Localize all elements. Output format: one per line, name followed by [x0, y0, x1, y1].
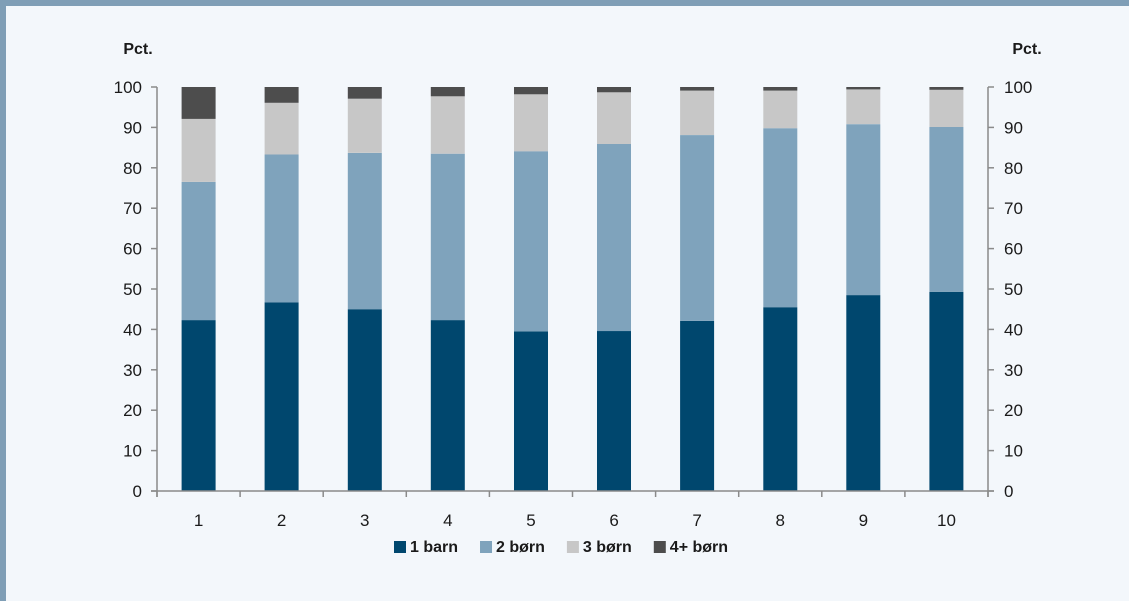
bar-segment-s2-c3	[347, 152, 382, 310]
y-tick-label-left: 20	[123, 401, 142, 420]
bar-segment-s2-c4	[430, 153, 465, 321]
y-tick-label-left: 0	[133, 482, 142, 501]
bar-segment-s4-c2	[264, 87, 299, 103]
bar-segment-s2-c10	[929, 127, 964, 292]
bar-segment-s3-c2	[264, 102, 299, 155]
x-tick-label: 9	[859, 511, 868, 530]
bar-segment-s4-c6	[597, 87, 631, 93]
y-axis-unit-right: Pct.	[1012, 41, 1041, 58]
x-tick-label: 6	[609, 511, 618, 530]
y-tick-label-right: 10	[1004, 442, 1023, 461]
y-tick-label-right: 70	[1004, 199, 1023, 218]
legend-label-2: 2 børn	[496, 539, 545, 556]
bar-segment-s3-c1	[181, 118, 216, 182]
bar-segment-s3-c5	[514, 94, 548, 152]
legend-swatch-1	[394, 541, 406, 553]
y-tick-label-right: 40	[1004, 320, 1023, 339]
legend-swatch-2	[480, 541, 493, 553]
y-tick-label-right: 80	[1004, 159, 1023, 178]
bar-segment-s1-c4	[430, 320, 465, 491]
legend: 1 barn 2 børn 3 børn 4+ børn	[394, 539, 728, 556]
bar-segment-s2-c9	[846, 124, 881, 296]
bar-segment-s3-c7	[680, 90, 715, 135]
legend-label-1: 1 barn	[410, 539, 458, 556]
x-tick-label: 2	[277, 511, 286, 530]
y-tick-label-left: 60	[123, 240, 142, 259]
bar-segment-s2-c8	[763, 128, 798, 308]
x-tick-label: 4	[443, 511, 452, 530]
bar-segment-s3-c9	[846, 89, 881, 125]
bar-segment-s2-c6	[597, 144, 631, 332]
x-tick-label: 10	[937, 511, 956, 530]
x-tick-label: 7	[692, 511, 701, 530]
bar-segment-s4-c9	[846, 87, 881, 90]
legend-label-3: 3 børn	[583, 539, 632, 556]
bar-segment-s4-c8	[763, 87, 798, 91]
x-tick-label: 1	[194, 511, 203, 530]
y-tick-label-right: 50	[1004, 280, 1023, 299]
y-tick-label-left: 70	[123, 199, 142, 218]
y-tick-label-right: 100	[1004, 78, 1032, 97]
bar-segment-s1-c1	[181, 320, 216, 491]
axes-group: 0 0 10 10 20 20 30 30 40 40 50 50 60 60 70 70 80 80 90 90 10…	[114, 78, 1033, 530]
y-tick-label-right: 60	[1004, 240, 1023, 259]
y-tick-label-left: 10	[123, 442, 142, 461]
y-tick-label-left: 100	[114, 78, 142, 97]
x-tick-label: 8	[776, 511, 785, 530]
y-tick-label-right: 20	[1004, 401, 1023, 420]
bar-segment-s1-c5	[514, 331, 548, 491]
bar-segment-s3-c3	[347, 98, 382, 153]
bar-segment-s1-c9	[846, 295, 881, 491]
bar-segment-s1-c2	[264, 302, 299, 491]
bar-segment-s3-c4	[430, 96, 465, 154]
bar-segment-s3-c10	[929, 89, 964, 127]
y-tick-label-left: 50	[123, 280, 142, 299]
y-tick-label-left: 30	[123, 361, 142, 380]
bar-segment-s4-c1	[181, 87, 216, 119]
bar-segment-s1-c10	[929, 291, 964, 491]
bar-segment-s1-c3	[347, 309, 382, 491]
bar-segment-s2-c7	[680, 135, 715, 321]
legend-label-4: 4+ børn	[670, 539, 728, 556]
y-axis-unit-left: Pct.	[123, 41, 152, 58]
x-tick-label: 3	[360, 511, 369, 530]
bar-segment-s3-c6	[597, 92, 631, 144]
bar-segment-s4-c10	[929, 87, 964, 90]
legend-swatch-4	[653, 541, 666, 553]
bar-segment-s4-c7	[680, 87, 715, 91]
y-tick-label-left: 80	[123, 159, 142, 178]
bar-segment-s1-c8	[763, 307, 798, 491]
bar-segment-s2-c2	[264, 154, 299, 303]
bar-segment-s1-c7	[680, 320, 715, 491]
bar-segment-s2-c5	[514, 151, 548, 332]
bar-segment-s4-c5	[514, 87, 548, 95]
bar-segment-s2-c1	[181, 181, 216, 321]
bar-segment-s3-c8	[763, 90, 798, 129]
bars-group	[181, 87, 964, 491]
bar-segment-s1-c6	[597, 331, 631, 491]
bar-segment-s4-c4	[430, 87, 465, 97]
y-tick-label-left: 40	[123, 320, 142, 339]
y-tick-label-right: 30	[1004, 361, 1023, 380]
x-tick-label: 5	[526, 511, 535, 530]
y-tick-label-right: 90	[1004, 118, 1023, 137]
y-tick-label-right: 0	[1004, 482, 1013, 501]
legend-swatch-3	[566, 541, 579, 553]
y-tick-label-left: 90	[123, 118, 142, 137]
bar-segment-s4-c3	[347, 87, 382, 99]
